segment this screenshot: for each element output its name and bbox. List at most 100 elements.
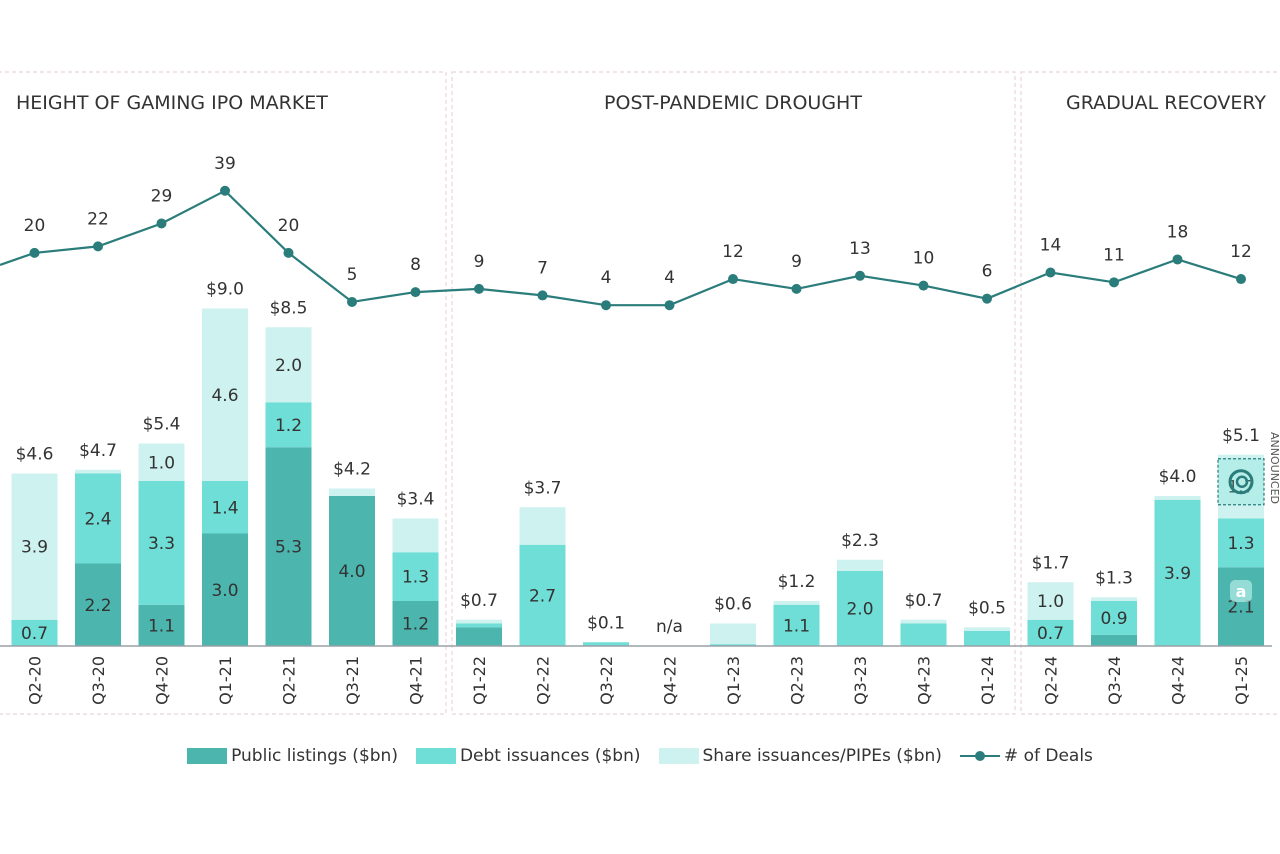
bar-debt-issuances-Q2-23: [773, 604, 820, 646]
deals-point-Q4-23: [918, 280, 929, 291]
total-label-Q4-20: $5.4: [143, 415, 181, 435]
bar-public-listings-Q2-21: [265, 447, 312, 646]
x-tick-label-Q3-23: Q3-23: [851, 656, 870, 705]
total-label-Q3-23: $2.3: [841, 531, 879, 551]
bar-debt-issuances-Q1-21: [202, 481, 248, 534]
total-label-Q3-24: $1.3: [1095, 568, 1133, 588]
bar-label-debt-issuances-Q2-23: 1.1: [783, 616, 810, 636]
x-tick-label-Q2-23: Q2-23: [788, 656, 807, 705]
legend-swatch-deals-line: [959, 748, 1000, 764]
bar-share-issuances-Q3-20: [75, 469, 121, 474]
total-label-Q4-23: $0.7: [905, 591, 943, 611]
bar-debt-issuances-Q3-24: [1091, 601, 1137, 635]
deals-point-Q4-22: [664, 300, 675, 311]
deals-point-Q1-25: [1236, 274, 1246, 285]
total-label-Q1-22: $0.7: [460, 591, 498, 611]
bar-debt-issuances-Q4-23: [900, 623, 947, 646]
deals-label-Q1-23: 12: [722, 242, 744, 262]
bar-label-debt-issuances-Q4-20: 3.3: [148, 534, 175, 554]
bar-debt-issuances-Q1-25: [1218, 518, 1264, 568]
legend-label-debt: Debt issuances ($bn): [459, 746, 641, 766]
bar-debt-issuances-Q1-22: [456, 623, 502, 628]
deals-point-Q4-21: [410, 287, 421, 298]
section-title-1: HEIGHT OF GAMING IPO MARKET: [16, 92, 328, 114]
deals-point-Q2-21: [283, 247, 294, 258]
x-tick-label-Q3-22: Q3-22: [597, 656, 616, 705]
deals-label-Q2-24: 14: [1040, 236, 1062, 256]
deals-label-Q1-24: 6: [982, 262, 993, 282]
deals-label-Q4-21: 8: [410, 255, 421, 275]
deals-point-Q1-21: [220, 185, 230, 196]
section-panel-2: [451, 71, 1016, 715]
bar-share-issuances-Q2-20: [11, 473, 58, 620]
total-label-Q4-21: $3.4: [397, 490, 435, 510]
deals-point-Q2-20: [29, 247, 40, 258]
x-tick-label-Q4-24: Q4-24: [1169, 656, 1188, 705]
deals-point-Q3-20: [93, 241, 103, 252]
deals-label-Q1-25: 12: [1230, 242, 1252, 262]
bar-label-debt-issuances-Q3-23: 2.0: [846, 600, 873, 620]
bar-share-issuances-Q1-21: [202, 308, 248, 481]
deals-label-Q2-21: 20: [278, 216, 300, 236]
deals-point-Q3-21: [347, 296, 357, 307]
deals-label-Q1-21: 39: [214, 154, 236, 174]
deals-label-Q4-23: 10: [913, 249, 935, 269]
bar-debt-issuances-Q4-20: [138, 481, 185, 605]
deals-point-Q3-22: [601, 300, 611, 311]
bar-label-debt-issuances-Q2-20: 0.7: [21, 624, 48, 644]
bar-label-debt-issuances-Q2-22: 2.7: [529, 586, 556, 606]
x-tick-label-Q1-24: Q1-24: [978, 656, 997, 705]
deals-point-Q3-23: [855, 270, 865, 281]
bar-share-issuances-Q2-21: [265, 327, 312, 403]
bar-debt-issuances-Q3-20: [75, 473, 121, 564]
x-tick-label-Q3-24: Q3-24: [1105, 656, 1124, 705]
bar-share-issuances-Q1-22: [456, 619, 502, 624]
bar-label-public-listings-Q2-21: 5.3: [275, 538, 302, 558]
bar-label-share-issuances-Q1-21: 4.6: [211, 386, 238, 406]
bar-label-debt-issuances-Q1-21: 1.4: [211, 498, 238, 518]
chart-legend: Public listings ($bn) Debt issuances ($b…: [0, 740, 1280, 772]
bar-share-issuances-Q4-21: [392, 518, 439, 553]
bar-debt-issuances-Q4-24: [1154, 499, 1201, 646]
deals-label-Q3-20: 22: [87, 209, 109, 229]
bar-label-public-listings-Q1-25: 2.1: [1227, 598, 1254, 618]
deals-point-Q4-24: [1172, 254, 1183, 265]
deals-point-Q1-22: [474, 283, 484, 294]
total-label-Q1-23: $0.6: [714, 595, 752, 615]
legend-label-deals: # of Deals: [1003, 746, 1093, 766]
bar-share-issuances-Q2-24: [1027, 582, 1074, 620]
legend-swatch-debt: [415, 748, 456, 764]
announced-logo-icon: [1228, 469, 1254, 495]
announced-logo-inner-icon: [1235, 475, 1249, 488]
x-tick-label-Q2-22: Q2-22: [534, 656, 553, 705]
bar-debt-issuances-Q1-23: [710, 644, 756, 646]
bar-share-issuances-Q3-24: [1091, 597, 1137, 601]
deals-label-Q3-24: 11: [1103, 245, 1125, 265]
bar-share-issuances-Q3-21: [329, 488, 375, 496]
bar-label-share-issuances-Q2-24: 1.0: [1037, 592, 1064, 612]
total-label-Q2-24: $1.7: [1032, 553, 1070, 573]
total-label-Q4-24: $4.0: [1159, 467, 1197, 487]
x-tick-label-Q2-21: Q2-21: [280, 656, 299, 705]
x-tick-label-Q2-20: Q2-20: [26, 656, 45, 705]
bar-share-issuances-Q2-22: [519, 507, 566, 545]
deals-point-Q2-22: [537, 290, 548, 301]
bar-public-listings-Q4-20: [138, 604, 185, 646]
bar-label-debt-issuances-Q1-25: 1.3: [1227, 534, 1254, 554]
bar-debt-issuances-Q2-21: [265, 402, 312, 448]
bar-label-share-issuances-Q2-20: 3.9: [21, 538, 48, 558]
bar-label-public-listings-Q4-20: 1.1: [148, 616, 175, 636]
bar-public-listings-Q4-21: [392, 601, 439, 646]
bar-label-share-issuances-Q2-21: 2.0: [275, 356, 302, 376]
deals-label-Q1-22: 9: [474, 252, 485, 272]
x-tick-label-Q4-21: Q4-21: [407, 656, 426, 705]
total-label-Q2-21: $8.5: [270, 298, 308, 318]
deals-label-Q4-20: 29: [151, 186, 173, 206]
total-label-Q2-23: $1.2: [778, 572, 816, 592]
total-label-Q3-21: $4.2: [333, 460, 371, 480]
x-tick-label-Q1-22: Q1-22: [470, 656, 489, 705]
deals-point-Q2-24: [1045, 267, 1056, 278]
total-label-Q1-25: $5.1: [1222, 426, 1260, 446]
bar-share-issuances-Q3-23: [837, 559, 883, 571]
bar-public-listings-Q3-24: [1091, 634, 1137, 646]
